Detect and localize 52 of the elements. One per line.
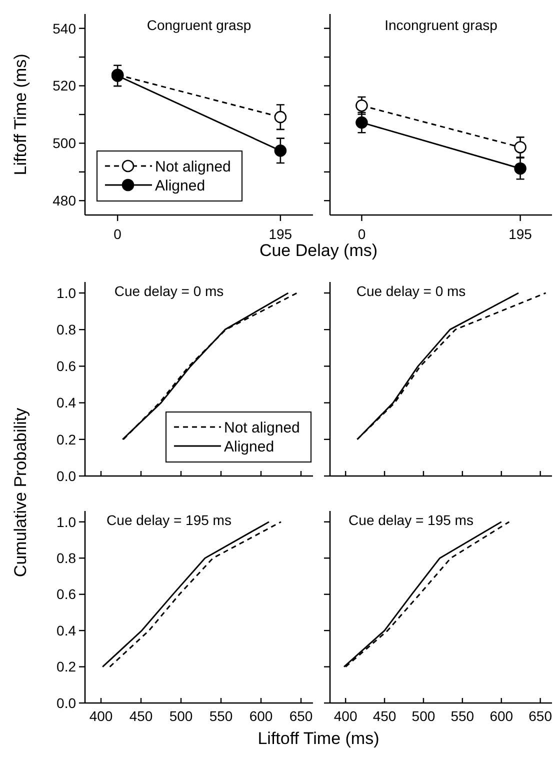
chart-title: Congruent grasp <box>146 17 252 33</box>
y-tick-label: 1.0 <box>56 284 76 301</box>
x-tick-label: 550 <box>209 708 233 724</box>
y-tick-label: 1.0 <box>56 514 76 530</box>
legend-label: Not aligned <box>224 419 300 436</box>
y-tick-label: 0.0 <box>56 694 76 711</box>
x-tick-label: 450 <box>372 708 396 724</box>
point <box>274 144 287 157</box>
x-tick-label: 195 <box>508 226 532 242</box>
y-tick-label: 540 <box>52 20 76 36</box>
x-tick-label: 600 <box>490 708 514 724</box>
y-tick-label: 0.6 <box>56 358 76 374</box>
x-tick-label: 400 <box>89 708 113 724</box>
chart-title: Cue delay = 0 ms <box>356 283 466 299</box>
x-tick-label: 600 <box>249 708 273 724</box>
chart-title: Incongruent grasp <box>384 17 498 33</box>
y-tick-label: 0.6 <box>56 586 76 602</box>
x-tick-label: 195 <box>268 226 292 242</box>
x-tick-label: 450 <box>129 708 153 724</box>
chart-title: Cue delay = 195 ms <box>106 512 232 528</box>
legend-label: Not aligned <box>155 158 231 176</box>
y-tick-label: 500 <box>52 135 76 152</box>
y-tick-label: 0.0 <box>56 468 76 484</box>
chart-title: Cue delay = 0 ms <box>114 283 224 299</box>
y-tick-label: 0.2 <box>56 431 76 448</box>
y-tick-label: 0.8 <box>56 321 76 338</box>
y-axis-title: Liftoff Time (ms) <box>11 54 30 176</box>
x-tick-label: 500 <box>412 708 436 724</box>
x-tick-label: 400 <box>334 708 358 724</box>
y-tick-label: 0.8 <box>56 550 76 566</box>
y-tick-label: 520 <box>52 78 76 94</box>
y-tick-label: 0.4 <box>56 394 76 411</box>
legend-label: Aligned <box>224 438 274 456</box>
x-tick-label: 650 <box>289 708 313 724</box>
point <box>514 141 526 154</box>
x-tick-label: 0 <box>358 226 366 242</box>
point <box>514 162 526 175</box>
y-tick-label: 480 <box>52 192 76 209</box>
x-axis-title: Cue Delay (ms) <box>259 241 378 260</box>
x-axis-title: Liftoff Time (ms) <box>258 729 380 748</box>
y-axis-title: Cumulative Probability <box>11 407 30 578</box>
point <box>356 99 368 112</box>
point <box>274 110 287 124</box>
legend-label: Aligned <box>155 177 206 194</box>
point <box>356 116 368 129</box>
x-tick-label: 650 <box>528 708 552 724</box>
chart-title: Cue delay = 195 ms <box>348 512 474 528</box>
x-tick-label: 500 <box>169 708 193 724</box>
x-tick-label: 0 <box>114 226 122 242</box>
y-tick-label: 0.2 <box>56 658 76 675</box>
y-tick-label: 0.4 <box>56 622 76 638</box>
x-tick-label: 550 <box>450 708 474 724</box>
